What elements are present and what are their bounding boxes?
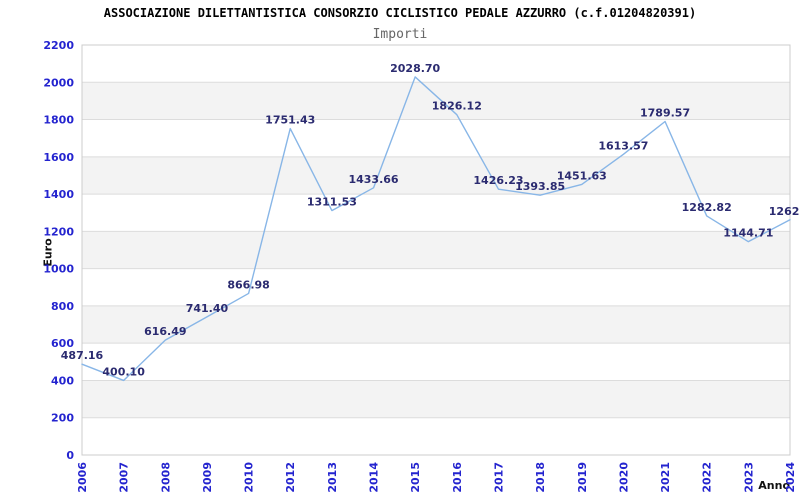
- data-label: 1393.85: [515, 180, 565, 193]
- x-tick-label: 2024: [784, 462, 797, 493]
- y-tick-label: 200: [51, 412, 74, 425]
- y-tick-label: 1600: [43, 151, 74, 164]
- grid-band: [82, 305, 790, 344]
- x-tick-label: 2013: [326, 462, 339, 493]
- grid-band: [82, 380, 790, 418]
- data-label: 487.16: [61, 349, 104, 362]
- x-tick-label: 2008: [159, 462, 172, 493]
- y-tick-label: 0: [66, 449, 74, 462]
- data-label: 2028.70: [390, 62, 440, 75]
- y-tick-label: 2200: [43, 39, 74, 52]
- data-label: 1789.57: [640, 106, 690, 119]
- x-tick-label: 2019: [576, 462, 589, 493]
- chart-title: ASSOCIAZIONE DILETTANTISTICA CONSORZIO C…: [103, 6, 697, 20]
- grid-band: [82, 231, 790, 269]
- y-tick-label: 1000: [43, 263, 74, 276]
- x-tick-label: 2020: [617, 462, 630, 493]
- data-label: 1613.57: [598, 139, 648, 152]
- x-tick-label: 2006: [76, 462, 89, 493]
- data-label: 1433.66: [348, 173, 398, 186]
- data-label: 866.98: [227, 278, 269, 291]
- data-line: [81, 76, 791, 382]
- x-tick-label: 2022: [701, 462, 714, 493]
- x-tick-label: 2023: [742, 462, 755, 493]
- chart-subtitle: Importi: [372, 27, 428, 42]
- x-tick-label: 2021: [659, 462, 672, 493]
- y-tick-label: 1200: [43, 225, 74, 238]
- x-tick-label: 2014: [368, 462, 381, 493]
- data-label: 1426.23: [473, 174, 523, 187]
- grid-band: [82, 156, 790, 195]
- data-label: 1311.53: [307, 196, 357, 209]
- grid-band: [82, 82, 790, 120]
- data-label: 1282.82: [682, 201, 732, 214]
- data-label: 741.40: [186, 302, 229, 315]
- y-tick-label: 2000: [43, 76, 74, 89]
- x-tick-label: 2009: [201, 462, 214, 493]
- data-label: 1826.12: [432, 100, 482, 113]
- plot-border: [81, 44, 791, 456]
- x-tick-label: 2015: [409, 462, 422, 493]
- data-label: 1262.3: [769, 205, 800, 218]
- y-tick-label: 400: [51, 374, 74, 387]
- data-label: 1451.63: [557, 169, 607, 182]
- data-label: 400.10: [102, 365, 145, 378]
- x-tick-label: 2010: [243, 462, 256, 493]
- y-tick-label: 1400: [43, 188, 74, 201]
- y-tick-label: 600: [51, 337, 74, 350]
- x-tick-label: 2018: [534, 462, 547, 493]
- x-tick-label: 2007: [118, 462, 131, 493]
- data-label: 616.49: [144, 325, 186, 338]
- x-tick-label: 2012: [284, 462, 297, 493]
- data-label: 1144.71: [723, 227, 773, 240]
- x-axis-title: Anno: [758, 479, 790, 492]
- data-label: 1751.43: [265, 114, 315, 127]
- x-tick-label: 2016: [451, 462, 464, 493]
- x-tick-label: 2017: [492, 462, 505, 493]
- y-tick-label: 800: [51, 300, 74, 313]
- y-tick-label: 1800: [43, 114, 74, 127]
